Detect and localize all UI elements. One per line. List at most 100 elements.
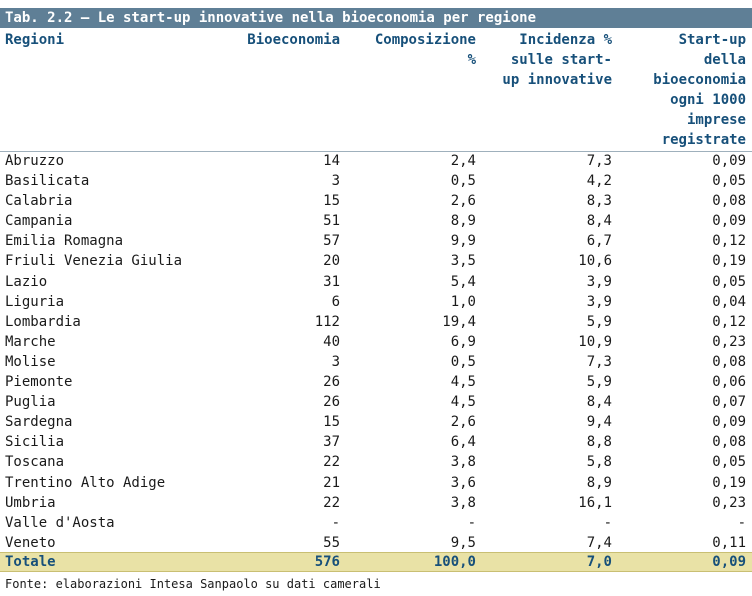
row-bioeconomia: 6: [331, 293, 340, 310]
table-row: Sicilia 37 6,4 8,8 0,08: [0, 432, 752, 452]
row-bioeconomia: 14: [323, 153, 340, 169]
row-composizione: 4,5: [450, 374, 476, 391]
row-incidenza: 8,3: [586, 193, 612, 210]
row-incidenza: 5,9: [586, 374, 612, 391]
row-incidenza: 8,9: [586, 474, 612, 491]
table-row: Valle d'Aosta - - - -: [0, 513, 752, 533]
row-regione: Puglia: [5, 394, 56, 411]
row-regione: Lombardia: [5, 313, 81, 330]
table-row: Puglia 26 4,5 8,4 0,07: [0, 392, 752, 412]
row-composizione: 1,0: [450, 293, 476, 310]
row-startup: 0,12: [712, 313, 746, 330]
row-startup: 0,05: [712, 454, 746, 471]
row-regione: Campania: [5, 213, 73, 230]
row-regione: Liguria: [5, 293, 65, 310]
row-startup: 0,23: [712, 494, 746, 511]
table-row: Campania 51 8,9 8,4 0,09: [0, 211, 752, 231]
table-row: Basilicata 3 0,5 4,2 0,05: [0, 171, 752, 191]
row-composizione: 3,8: [450, 454, 476, 471]
row-bioeconomia: 15: [323, 414, 340, 431]
row-regione: Lazio: [5, 273, 48, 290]
row-incidenza: 10,9: [578, 333, 612, 350]
header-composizione: Composizione %: [374, 32, 476, 68]
row-incidenza: 10,6: [578, 253, 612, 270]
table-row: Emilia Romagna 57 9,9 6,7 0,12: [0, 231, 752, 251]
total-startup: 0,09: [712, 554, 746, 570]
row-incidenza: 7,4: [586, 534, 612, 551]
row-incidenza: 4,2: [586, 173, 612, 190]
row-regione: Piemonte: [5, 374, 73, 391]
row-incidenza: 3,9: [586, 273, 612, 290]
row-composizione: 8,9: [450, 213, 476, 230]
row-incidenza: 16,1: [578, 494, 612, 511]
row-startup: 0,12: [712, 233, 746, 250]
row-incidenza: 8,4: [586, 213, 612, 230]
row-composizione: 0,5: [450, 173, 476, 190]
total-composizione: 100,0: [433, 554, 476, 570]
row-regione: Abruzzo: [5, 153, 65, 169]
row-startup: 0,08: [712, 193, 746, 210]
row-bioeconomia: 55: [323, 534, 340, 551]
row-composizione: 6,9: [450, 333, 476, 350]
table-row: Marche 40 6,9 10,9 0,23: [0, 332, 752, 352]
row-startup: -: [737, 514, 746, 531]
row-startup: 0,11: [712, 534, 746, 551]
row-incidenza: 9,4: [586, 414, 612, 431]
row-incidenza: -: [603, 514, 612, 531]
row-regione: Friuli Venezia Giulia: [5, 253, 183, 270]
row-startup: 0,08: [712, 434, 746, 451]
row-startup: 0,09: [712, 414, 746, 431]
row-startup: 0,05: [712, 273, 746, 290]
table-row: Sardegna 15 2,6 9,4 0,09: [0, 412, 752, 432]
row-bioeconomia: -: [331, 514, 340, 531]
row-regione: Valle d'Aosta: [5, 514, 115, 531]
row-composizione: 4,5: [450, 394, 476, 411]
table-title: Tab. 2.2 – Le start-up innovative nella …: [0, 8, 752, 28]
row-bioeconomia: 22: [323, 494, 340, 511]
total-bioeconomia: 576: [314, 554, 340, 570]
source-note: Fonte: elaborazioni Intesa Sanpaolo su d…: [5, 577, 381, 591]
row-composizione: 9,9: [450, 233, 476, 250]
row-regione: Sicilia: [5, 434, 65, 451]
row-incidenza: 7,3: [586, 153, 612, 169]
table-row: Molise 3 0,5 7,3 0,08: [0, 352, 752, 372]
row-startup: 0,23: [712, 333, 746, 350]
row-composizione: 2,6: [450, 414, 476, 431]
header-bioeconomia: Bioeconomia: [247, 32, 340, 48]
row-startup: 0,05: [712, 173, 746, 190]
table-row: Abruzzo 14 2,4 7,3 0,09: [0, 151, 752, 171]
table-row: Calabria 15 2,6 8,3 0,08: [0, 191, 752, 211]
row-startup: 0,19: [712, 253, 746, 270]
table-row: Piemonte 26 4,5 5,9 0,06: [0, 372, 752, 392]
row-startup: 0,19: [712, 474, 746, 491]
row-composizione: 3,6: [450, 474, 476, 491]
row-regione: Umbria: [5, 494, 56, 511]
row-incidenza: 6,7: [586, 233, 612, 250]
row-bioeconomia: 22: [323, 454, 340, 471]
row-regione: Molise: [5, 353, 56, 370]
row-startup: 0,06: [712, 374, 746, 391]
row-composizione: 2,6: [450, 193, 476, 210]
row-incidenza: 5,8: [586, 454, 612, 471]
table-row: Lazio 31 5,4 3,9 0,05: [0, 272, 752, 292]
row-bioeconomia: 26: [323, 374, 340, 391]
row-composizione: 0,5: [450, 353, 476, 370]
row-bioeconomia: 3: [331, 173, 340, 190]
header-incidenza: Incidenza % sulle start- up innovative: [502, 32, 612, 88]
row-regione: Sardegna: [5, 414, 73, 431]
row-regione: Toscana: [5, 454, 65, 471]
row-regione: Veneto: [5, 534, 56, 551]
row-regione: Emilia Romagna: [5, 233, 124, 250]
header-divider: [0, 151, 752, 152]
total-label: Totale: [5, 554, 56, 570]
table-body: Abruzzo 14 2,4 7,3 0,09 Basilicata 3 0,5 4,2 0,05…: [0, 151, 752, 553]
row-incidenza: 7,3: [586, 353, 612, 370]
row-bioeconomia: 57: [323, 233, 340, 250]
header-startup: Start-up della bioeconomia ogni 1000 imp…: [653, 32, 746, 148]
row-startup: 0,09: [712, 213, 746, 230]
row-composizione: 3,5: [450, 253, 476, 270]
row-regione: Calabria: [5, 193, 73, 210]
row-startup: 0,08: [712, 353, 746, 370]
table-row: Lombardia 112 19,4 5,9 0,12: [0, 312, 752, 332]
